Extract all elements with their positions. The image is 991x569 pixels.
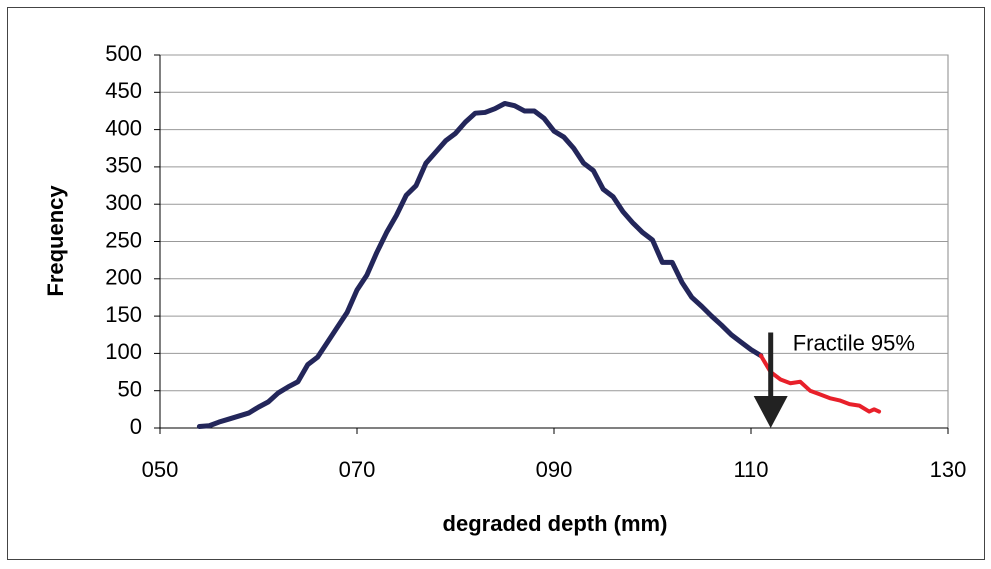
annotation-text: Fractile 95% bbox=[793, 330, 915, 355]
y-tick-label: 0 bbox=[130, 414, 142, 439]
x-tick-label: 090 bbox=[536, 457, 573, 482]
x-tick-label: 070 bbox=[339, 457, 376, 482]
x-tick-label: 110 bbox=[733, 457, 768, 482]
x-tick-label: 050 bbox=[142, 457, 179, 482]
y-tick-label: 400 bbox=[105, 115, 142, 140]
y-tick-label: 300 bbox=[105, 190, 142, 215]
chart-frame bbox=[7, 7, 985, 560]
y-tick-label: 500 bbox=[105, 41, 142, 66]
y-tick-label: 100 bbox=[105, 339, 142, 364]
x-axis-title: degraded depth (mm) bbox=[443, 511, 668, 536]
annotation-arrow-head bbox=[753, 396, 788, 428]
y-tick-label: 350 bbox=[105, 153, 142, 178]
y-tick-label: 150 bbox=[105, 302, 142, 327]
x-tick-label: 130 bbox=[930, 457, 967, 482]
y-tick-label: 450 bbox=[105, 78, 142, 103]
data-line bbox=[758, 353, 882, 414]
y-tick-label: 250 bbox=[105, 227, 142, 252]
y-tick-label: 200 bbox=[105, 265, 142, 290]
data-line bbox=[196, 100, 764, 430]
y-axis-title: Frequency bbox=[43, 185, 68, 297]
y-tick-label: 50 bbox=[118, 377, 142, 402]
